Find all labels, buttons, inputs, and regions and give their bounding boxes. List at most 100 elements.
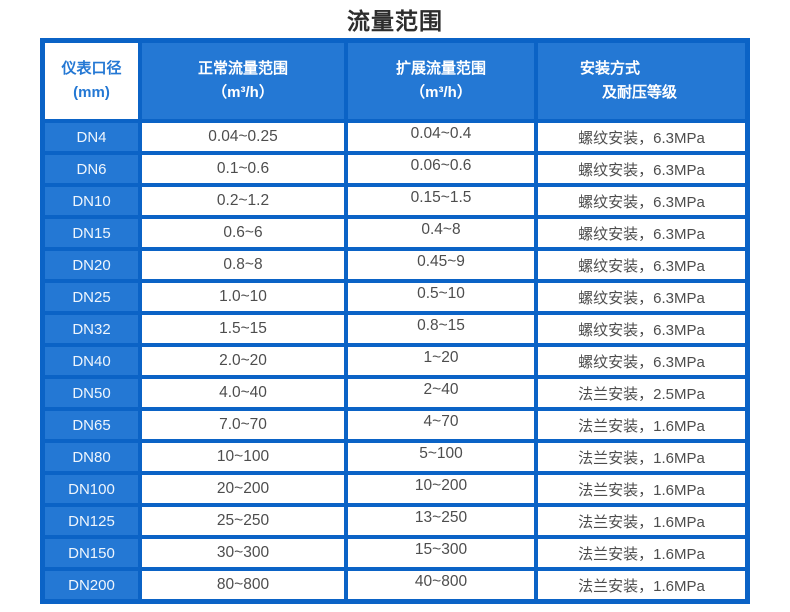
diameter-value: DN15 [72,224,111,242]
normal-range-cell: 1.0~10 [142,283,344,311]
normal-range-value: 0.1~0.6 [216,160,270,177]
normal-range-value: 0.2~1.2 [216,192,270,209]
extended-range-value: 0.45~9 [417,253,465,270]
install-method-cell: 法兰安装，2.5MPa [538,379,745,407]
install-method-cell: 法兰安装，1.6MPa [538,507,745,535]
install-method-value: 法兰安装，1.6MPa [578,577,705,595]
install-method-cell: 螺纹安装，6.3MPa [538,283,745,311]
install-method-value: 螺纹安装，6.3MPa [578,225,705,243]
extended-range-cell: 4~70 [348,411,534,439]
diameter-value: DN40 [72,352,111,370]
diameter-value: DN65 [72,416,111,434]
install-method-cell: 法兰安装，1.6MPa [538,443,745,471]
extended-range-value: 4~70 [423,413,459,430]
normal-range-value: 4.0~40 [219,384,267,401]
normal-range-cell: 20~200 [142,475,344,503]
diameter-cell: DN15 [45,219,138,247]
install-method-cell: 法兰安装，1.6MPa [538,475,745,503]
diameter-cell: DN10 [45,187,138,215]
header-install-method-line1: 安装方式 [580,60,641,77]
extended-range-cell: 0.4~8 [348,219,534,247]
extended-range-cell: 0.04~0.4 [348,123,534,151]
diameter-value: DN50 [72,384,111,402]
normal-range-cell: 1.5~15 [142,315,344,343]
normal-range-cell: 0.04~0.25 [142,123,344,151]
normal-range-value: 25~250 [216,512,270,529]
extended-range-cell: 0.45~9 [348,251,534,279]
install-method-cell: 螺纹安装，6.3MPa [538,123,745,151]
extended-range-cell: 0.5~10 [348,283,534,311]
extended-range-value: 0.04~0.4 [410,125,472,142]
flow-range-table: 仪表口径 (mm) 正常流量范围 （m³/h） 扩展流量范围 （m³/h） 安装… [40,38,750,604]
diameter-cell: DN20 [45,251,138,279]
diameter-cell: DN40 [45,347,138,375]
diameter-cell: DN125 [45,507,138,535]
normal-range-value: 0.8~8 [223,256,263,273]
install-method-value: 法兰安装，1.6MPa [578,449,705,467]
extended-range-cell: 1~20 [348,347,534,375]
install-method-value: 法兰安装，1.6MPa [578,513,705,531]
extended-range-value: 0.5~10 [417,285,465,302]
extended-range-value: 15~300 [414,541,468,558]
normal-range-value: 20~200 [216,480,270,497]
install-method-cell: 螺纹安装，6.3MPa [538,187,745,215]
header-extended-flow-range-line1: 扩展流量范围 [395,60,486,77]
install-method-cell: 螺纹安装，6.3MPa [538,315,745,343]
extended-range-value: 1~20 [423,349,459,366]
header-meter-diameter: 仪表口径 (mm) [45,43,138,119]
header-normal-flow-range-line2: （m³/h） [212,84,274,101]
normal-range-cell: 2.0~20 [142,347,344,375]
install-method-cell: 法兰安装，1.6MPa [538,571,745,599]
install-method-value: 法兰安装，1.6MPa [578,417,705,435]
normal-range-value: 30~300 [216,544,270,561]
diameter-value: DN100 [68,480,115,498]
header-meter-diameter-line1: 仪表口径 [61,60,122,77]
install-method-cell: 法兰安装，1.6MPa [538,539,745,567]
diameter-cell: DN50 [45,379,138,407]
diameter-cell: DN65 [45,411,138,439]
diameter-value: DN150 [68,544,115,562]
normal-range-cell: 0.8~8 [142,251,344,279]
extended-range-value: 0.4~8 [421,221,461,238]
extended-range-cell: 15~300 [348,539,534,567]
page-title: 流量范围 [347,8,443,34]
normal-range-value: 1.5~15 [219,320,267,337]
normal-range-value: 80~800 [216,576,270,593]
diameter-cell: DN32 [45,315,138,343]
install-method-value: 螺纹安装，6.3MPa [578,289,705,307]
diameter-value: DN200 [68,576,115,594]
install-method-value: 螺纹安装，6.3MPa [578,321,705,339]
normal-range-cell: 25~250 [142,507,344,535]
header-meter-diameter-line2: (mm) [73,84,110,101]
extended-range-value: 0.15~1.5 [410,189,472,206]
diameter-cell: DN150 [45,539,138,567]
extended-range-cell: 0.8~15 [348,315,534,343]
install-method-value: 螺纹安装，6.3MPa [578,353,705,371]
diameter-value: DN20 [72,256,111,274]
diameter-value: DN4 [76,128,107,146]
normal-range-cell: 4.0~40 [142,379,344,407]
install-method-cell: 螺纹安装，6.3MPa [538,347,745,375]
diameter-value: DN25 [72,288,111,306]
diameter-value: DN32 [72,320,111,338]
diameter-value: DN6 [76,160,107,178]
diameter-cell: DN6 [45,155,138,183]
normal-range-cell: 0.1~0.6 [142,155,344,183]
extended-range-cell: 2~40 [348,379,534,407]
extended-range-value: 5~100 [419,445,463,462]
header-install-method: 安装方式 及耐压等级 [538,43,745,119]
normal-range-value: 2.0~20 [219,352,267,369]
diameter-cell: DN4 [45,123,138,151]
install-method-cell: 螺纹安装，6.3MPa [538,251,745,279]
extended-range-value: 0.8~15 [417,317,465,334]
extended-range-value: 0.06~0.6 [410,157,472,174]
diameter-value: DN10 [72,192,111,210]
extended-range-cell: 10~200 [348,475,534,503]
install-method-value: 法兰安装，1.6MPa [578,545,705,563]
normal-range-cell: 80~800 [142,571,344,599]
extended-range-cell: 0.15~1.5 [348,187,534,215]
normal-range-cell: 30~300 [142,539,344,567]
install-method-cell: 螺纹安装，6.3MPa [538,155,745,183]
normal-range-value: 7.0~70 [219,416,267,433]
header-normal-flow-range-line1: 正常流量范围 [197,60,288,77]
